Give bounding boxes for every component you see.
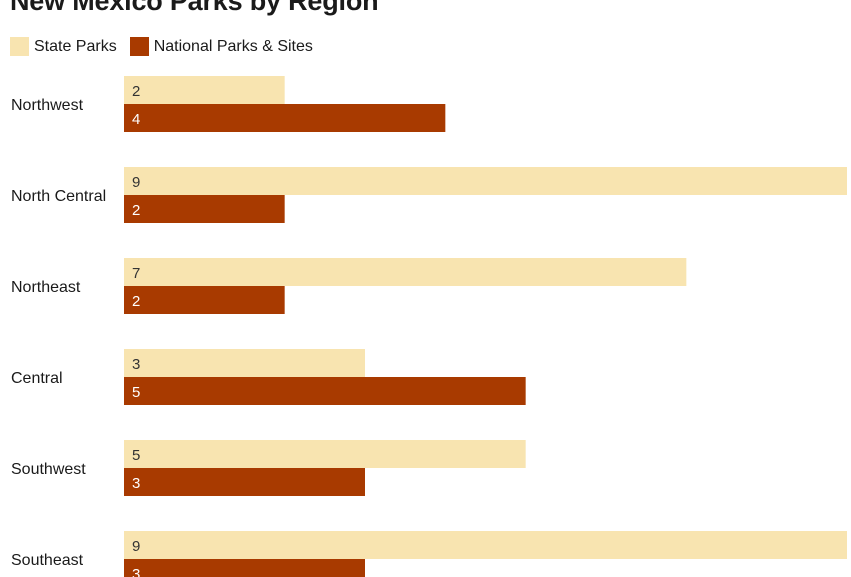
category-label-north-central: North Central [11, 188, 106, 205]
data-label-national-parks-sites-northeast: 2 [132, 293, 140, 310]
category-label-central: Central [11, 370, 63, 387]
data-label-national-parks-sites-northwest: 4 [132, 111, 140, 128]
legend-item-state-parks: State Parks [10, 37, 117, 56]
category-label-northwest: Northwest [11, 97, 84, 114]
data-label-national-parks-sites-southeast: 3 [132, 566, 140, 577]
legend-label-national-parks: National Parks & Sites [153, 37, 313, 55]
bar-national-parks-sites-north-central [124, 195, 285, 223]
data-label-state-parks-southwest: 5 [132, 447, 140, 464]
data-label-state-parks-southeast: 9 [132, 538, 140, 555]
data-label-national-parks-sites-north-central: 2 [132, 202, 140, 219]
bar-state-parks-southwest [124, 440, 526, 468]
legend-swatch-national-parks [129, 37, 149, 56]
bar-state-parks-northeast [124, 258, 687, 286]
bar-national-parks-sites-central [124, 377, 526, 405]
data-label-national-parks-sites-southwest: 3 [132, 475, 140, 492]
data-label-state-parks-north-central: 9 [132, 174, 140, 191]
category-label-northeast: Northeast [11, 279, 81, 296]
bar-national-parks-sites-northeast [124, 286, 285, 314]
bar-state-parks-northwest [124, 76, 285, 104]
legend: State Parks National Parks & Sites [10, 37, 326, 56]
bar-national-parks-sites-southeast [124, 559, 365, 577]
bar-national-parks-sites-northwest [124, 104, 446, 132]
bar-state-parks-north-central [124, 167, 847, 195]
legend-item-national-parks: National Parks & Sites [129, 37, 313, 56]
bar-state-parks-southeast [124, 531, 847, 559]
bar-state-parks-central [124, 349, 365, 377]
bar-national-parks-sites-southwest [124, 468, 365, 496]
data-label-state-parks-central: 3 [132, 356, 140, 373]
category-label-southeast: Southeast [11, 552, 84, 569]
legend-swatch-state-parks [10, 37, 29, 56]
legend-label-state-parks: State Parks [34, 37, 117, 55]
data-label-state-parks-northeast: 7 [132, 265, 140, 282]
category-label-southwest: Southwest [11, 461, 86, 478]
chart-title: New Mexico Parks by Region [10, 0, 379, 16]
data-label-national-parks-sites-central: 5 [132, 384, 140, 401]
data-label-state-parks-northwest: 2 [132, 83, 140, 100]
